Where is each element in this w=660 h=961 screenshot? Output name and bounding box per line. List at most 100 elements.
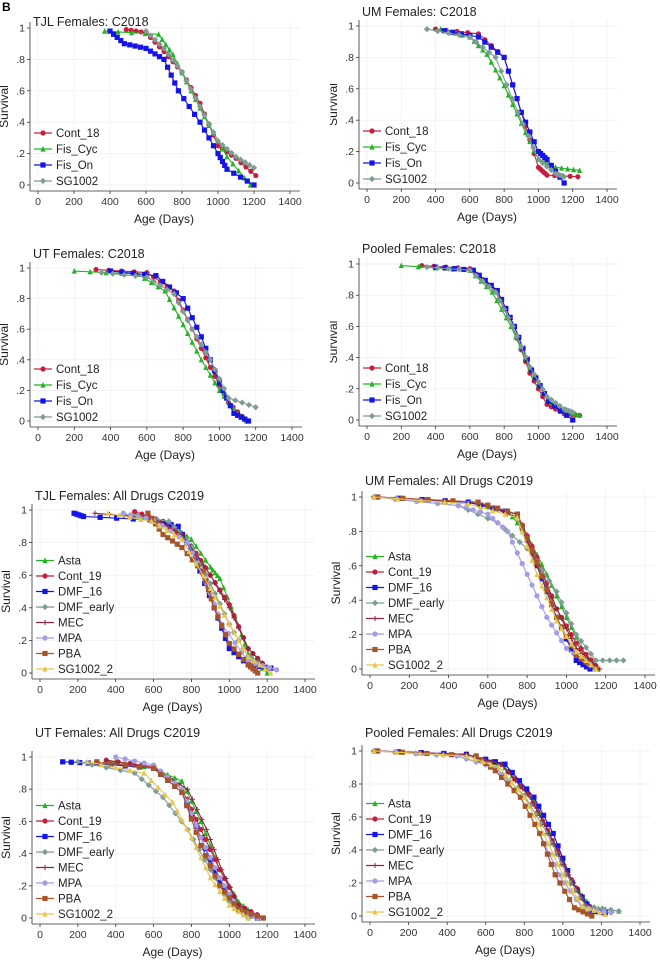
data-point [217, 888, 223, 895]
series-line [106, 759, 264, 919]
legend-item: DMF_16 [36, 832, 102, 844]
legend-item: MPA [366, 876, 412, 888]
data-point [558, 164, 565, 171]
data-point [221, 584, 227, 591]
panel-svg: Pooled Females: All Drugs C2019 0 200 400 60… [330, 726, 652, 957]
data-point [498, 761, 504, 767]
data-point [495, 49, 501, 55]
data-point [417, 750, 423, 757]
x-tick-label: 200 [66, 432, 84, 444]
data-point [540, 812, 547, 818]
panel-title: TJL Females: C2018 [33, 15, 149, 29]
data-point [212, 881, 218, 888]
data-point [172, 80, 178, 86]
data-point [237, 174, 244, 180]
legend-label: DMF_early [58, 847, 114, 859]
x-tick-label: 0 [367, 680, 373, 692]
data-point [166, 46, 172, 53]
x-tick-label: 400 [427, 431, 445, 443]
data-point [583, 657, 589, 663]
data-point [539, 582, 545, 589]
data-point [207, 372, 213, 378]
data-point [210, 566, 216, 573]
data-point [221, 895, 228, 901]
legend-marker [369, 143, 375, 150]
data-point [219, 623, 225, 629]
survival-panel: Pooled Females: C2018 0 200 400 600 800 1000 12… [330, 235, 660, 470]
data-point [150, 765, 157, 771]
data-point [222, 632, 229, 638]
data-point [488, 761, 494, 768]
data-point [245, 401, 253, 409]
data-point [193, 822, 199, 829]
data-point [554, 617, 560, 624]
data-point [563, 633, 570, 639]
data-point [142, 28, 150, 35]
data-point [236, 908, 242, 915]
data-point [501, 54, 507, 60]
data-point [510, 82, 516, 88]
data-point [192, 111, 198, 117]
data-point [166, 284, 173, 290]
data-point [371, 747, 377, 754]
data-point [113, 754, 119, 760]
y-tick-label: .4 [345, 115, 354, 127]
legend-label: Asta [58, 556, 82, 568]
data-point [193, 808, 199, 814]
y-tick-label: .6 [345, 321, 354, 333]
data-point [175, 299, 182, 306]
data-point [560, 871, 566, 878]
legend: Cont_18 Fis_Cyc Fis_On SG1002 [34, 364, 99, 424]
data-point [130, 270, 136, 276]
data-point [160, 531, 166, 538]
data-point [568, 635, 574, 642]
data-point [217, 883, 223, 889]
legend-item: Asta [366, 552, 412, 564]
data-point [189, 315, 195, 321]
survival-panel: UT Females: All Drugs C2019 0 200 400 600 800… [0, 720, 330, 961]
data-point [499, 524, 506, 530]
x-axis-label: Age (Days) [134, 212, 194, 226]
data-point [520, 786, 526, 792]
legend-label: DMF_16 [58, 587, 102, 599]
series-line [104, 30, 251, 186]
data-point [198, 854, 204, 861]
data-point [504, 528, 511, 534]
x-tick-label: 1000 [555, 680, 579, 692]
series-cont-18 [432, 26, 581, 180]
data-point [165, 777, 171, 783]
data-point [418, 497, 424, 504]
legend-marker [42, 650, 48, 657]
legend-item: DMF_16 [366, 830, 432, 842]
data-point [176, 313, 182, 319]
data-point [129, 29, 135, 36]
x-tick-label: 1400 [595, 431, 619, 443]
data-point [245, 418, 252, 424]
x-tick-label: 1200 [255, 929, 279, 941]
data-point [546, 830, 552, 837]
data-point [485, 502, 491, 508]
data-point [511, 788, 517, 794]
data-point [93, 266, 99, 273]
data-point [184, 803, 190, 809]
data-point [165, 523, 171, 529]
data-point [184, 788, 190, 794]
data-point [185, 305, 191, 311]
data-point [565, 879, 571, 886]
data-point [166, 296, 173, 302]
data-point [504, 508, 511, 514]
data-point [119, 269, 125, 275]
x-tick-label: 600 [479, 680, 497, 692]
data-point [564, 165, 571, 172]
data-point [98, 761, 105, 768]
data-point [519, 528, 525, 535]
data-point [188, 536, 195, 542]
data-point [544, 587, 550, 593]
legend-marker [372, 816, 378, 822]
data-point [442, 499, 448, 505]
data-point [179, 544, 185, 551]
y-tick-label: .4 [18, 602, 27, 614]
data-point [236, 637, 242, 643]
y-tick-label: 1 [351, 492, 357, 504]
data-point [492, 768, 498, 774]
